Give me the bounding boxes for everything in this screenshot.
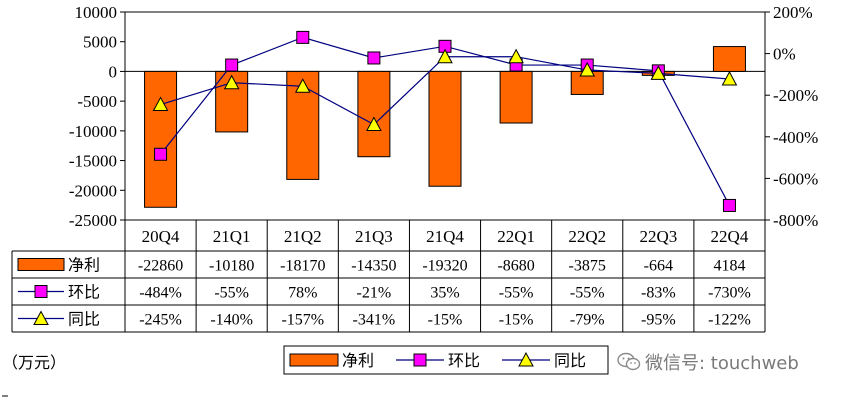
row-key-环比	[34, 285, 48, 298]
category-label: 22Q3	[639, 227, 677, 246]
marker-同比-22Q4	[721, 70, 738, 86]
category-label: 21Q1	[213, 227, 251, 246]
table-cell: -83%	[641, 285, 676, 302]
y-left-tick-label: -5000	[77, 92, 117, 111]
category-label: 22Q2	[568, 227, 606, 246]
marker-同比-22Q2	[579, 61, 596, 77]
table-cell: -8680	[497, 258, 534, 275]
y-left-tick-label: -20000	[69, 181, 117, 200]
bar-21Q3	[357, 70, 391, 158]
category-label: 22Q4	[711, 227, 749, 246]
table-cell: -730%	[708, 285, 751, 302]
marker-同比-21Q1	[223, 74, 240, 90]
table-cell: -95%	[641, 312, 676, 329]
y-right-tick-label: 200%	[773, 3, 813, 22]
table-cell: -55%	[499, 285, 534, 302]
table-cell: 4184	[713, 258, 745, 275]
marker-环比-20Q4	[154, 147, 168, 161]
marker-同比-22Q1	[508, 48, 524, 64]
wechat-icon	[617, 352, 641, 371]
table-cell: -79%	[570, 312, 605, 329]
table-cell: -122%	[708, 312, 751, 329]
table-cell: 35%	[430, 285, 459, 302]
row-key-净利	[17, 258, 65, 271]
row-header-环比: 环比	[68, 283, 100, 302]
plot-area	[124, 11, 766, 221]
table-cell: -15%	[428, 312, 463, 329]
marker-环比-21Q1	[225, 58, 239, 72]
y-right-tick-label: -800%	[773, 211, 818, 230]
table-cell: 78%	[288, 285, 317, 302]
unit-label: （万元）	[2, 353, 67, 372]
table-cell: -15%	[499, 312, 534, 329]
table-cell: -484%	[139, 285, 182, 302]
bar-22Q4	[712, 46, 746, 72]
y-left-tick-label: -15000	[69, 152, 117, 171]
row-header-净利: 净利	[68, 256, 100, 275]
bar-22Q1	[499, 70, 533, 124]
table-cell: -19320	[422, 258, 467, 275]
row-key-同比	[33, 310, 49, 325]
legend-key-环比	[413, 353, 427, 367]
legend-label-同比: 同比	[554, 351, 586, 370]
table-cell: -10180	[209, 258, 254, 275]
table-cell: -664	[644, 258, 673, 275]
y-right-tick-label: 0%	[773, 45, 796, 64]
y-right-tick-label: -400%	[773, 128, 818, 147]
y-right-tick-label: -200%	[773, 86, 818, 105]
y-left-tick-label: 5000	[83, 33, 117, 52]
y-left-tick-label: 0	[109, 62, 118, 81]
y-left-tick-label: 10000	[75, 3, 118, 22]
category-label: 21Q4	[426, 227, 464, 246]
legend-key-净利	[289, 353, 339, 367]
legend-label-环比: 环比	[448, 351, 480, 370]
table-cell: -55%	[214, 285, 249, 302]
y-left-tick-label: -10000	[69, 122, 117, 141]
table-cell: -14350	[351, 258, 396, 275]
row-header-同比: 同比	[68, 310, 100, 329]
watermark: 微信号: touchweb	[617, 349, 799, 375]
marker-同比-21Q3	[366, 116, 382, 132]
marker-环比-22Q4	[722, 198, 736, 212]
marker-同比-21Q2	[294, 78, 311, 93]
category-label: 21Q2	[284, 227, 322, 246]
table-cell: -21%	[357, 285, 392, 302]
y-left-tick-label: -25000	[69, 211, 117, 230]
table-cell: -3875	[569, 258, 606, 275]
marker-同比-20Q4	[152, 96, 169, 112]
category-label: 22Q1	[497, 227, 535, 246]
table-cell: -22860	[138, 258, 183, 275]
marker-同比-22Q3	[650, 65, 667, 80]
table-cell: -245%	[139, 312, 182, 329]
category-label: 21Q3	[355, 227, 393, 246]
bar-20Q4	[144, 70, 178, 208]
marker-环比-21Q3	[367, 51, 381, 65]
table-cell: -140%	[210, 312, 253, 329]
marker-环比-21Q2	[296, 30, 310, 44]
table-cell: -157%	[281, 312, 324, 329]
legend-label-净利: 净利	[342, 351, 374, 370]
legend-key-同比	[518, 351, 534, 367]
table-cell: -55%	[570, 285, 605, 302]
bar-21Q4	[428, 70, 462, 187]
y-right-tick-label: -600%	[773, 169, 818, 188]
watermark-text: 微信号: touchweb	[645, 353, 799, 374]
table-cell: -341%	[353, 312, 396, 329]
category-label: 20Q4	[142, 227, 180, 246]
marker-同比-21Q4	[437, 48, 453, 64]
table-cell: -18170	[280, 258, 325, 275]
